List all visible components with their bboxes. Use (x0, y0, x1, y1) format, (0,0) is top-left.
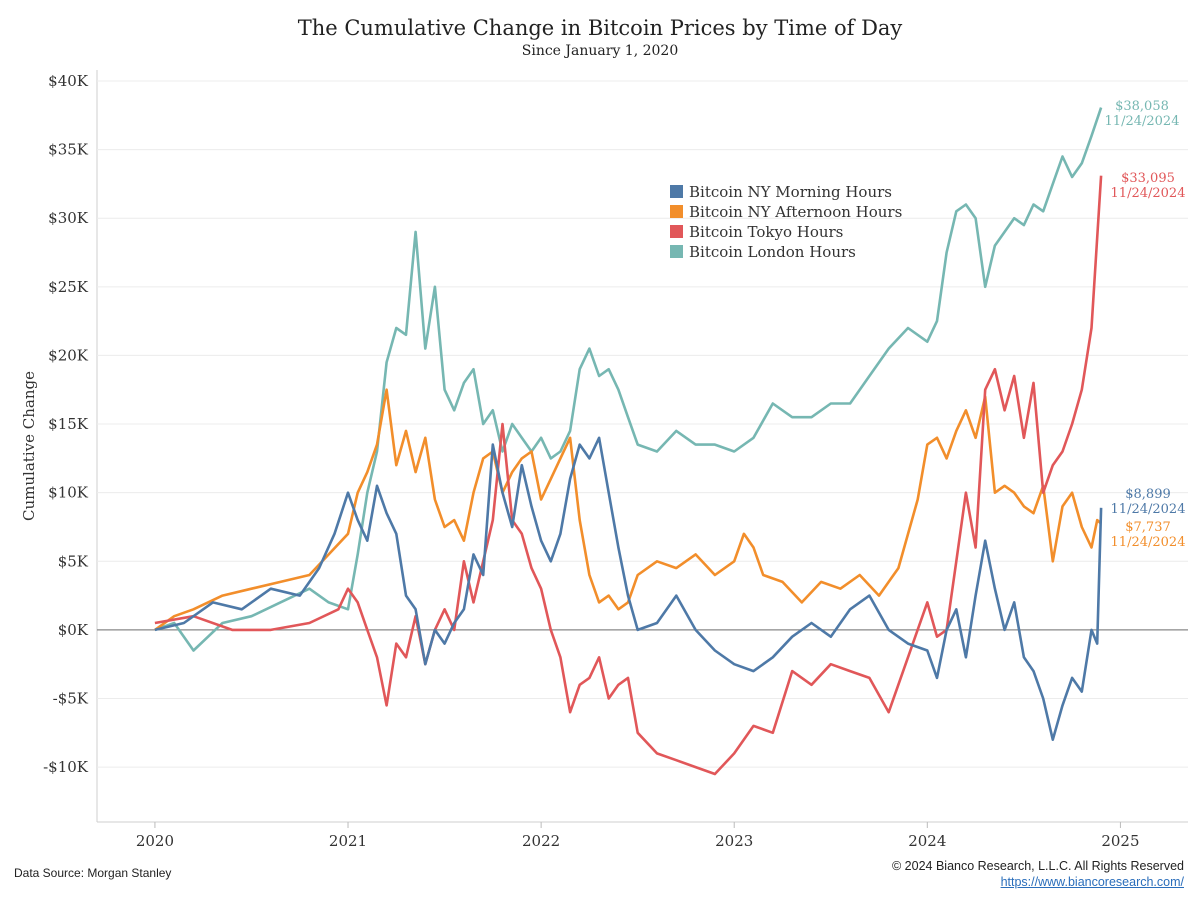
chart-subtitle: Since January 1, 2020 (521, 43, 679, 59)
y-axis-title: Cumulative Change (20, 371, 38, 521)
y-tick-label: $30K (48, 209, 89, 227)
end-date-label: 11/24/2024 (1105, 114, 1180, 129)
data-source: Data Source: Morgan Stanley (14, 866, 172, 880)
end-value-label: $33,095 (1121, 171, 1175, 186)
end-value-label: $38,058 (1115, 99, 1169, 114)
legend-label: Bitcoin Tokyo Hours (689, 223, 843, 241)
legend-swatch (670, 225, 683, 238)
end-value-label: $8,899 (1125, 487, 1171, 502)
end-date-label: 11/24/2024 (1111, 186, 1186, 201)
series-line-bitcoin-ny-afternoon-hours (154, 388, 1102, 631)
x-tick-label: 2020 (136, 832, 174, 850)
website-link[interactable]: https://www.biancoresearch.com/ (1000, 875, 1184, 889)
chart-title: The Cumulative Change in Bitcoin Prices … (297, 16, 903, 40)
end-date-label: 11/24/2024 (1111, 502, 1186, 517)
legend-label: Bitcoin NY Morning Hours (689, 183, 892, 201)
y-tick-label: -$5K (53, 689, 89, 707)
x-tick-label: 2021 (329, 832, 367, 850)
y-tick-label: $40K (48, 72, 89, 90)
legend-swatch (670, 185, 683, 198)
y-tick-label: $15K (48, 415, 89, 433)
y-tick-label: $20K (48, 346, 89, 364)
y-tick-label: $35K (48, 141, 89, 159)
end-date-label: 11/24/2024 (1111, 535, 1186, 550)
y-tick-label: $10K (48, 484, 89, 502)
y-tick-label: -$10K (43, 758, 89, 776)
series-line-bitcoin-ny-morning-hours (154, 436, 1103, 741)
y-tick-label: $25K (48, 278, 89, 296)
legend-swatch (670, 205, 683, 218)
footer-credits: © 2024 Bianco Research, L.L.C. All Right… (892, 858, 1184, 890)
legend-label: Bitcoin London Hours (689, 243, 856, 261)
x-tick-label: 2025 (1101, 832, 1139, 850)
x-tick-label: 2023 (715, 832, 753, 850)
legend-swatch (670, 245, 683, 258)
series-line-bitcoin-london-hours (154, 107, 1103, 652)
legend-label: Bitcoin NY Afternoon Hours (689, 203, 902, 221)
y-tick-label: $5K (58, 552, 89, 570)
end-value-label: $7,737 (1125, 520, 1171, 535)
x-tick-label: 2024 (908, 832, 946, 850)
copyright-text: © 2024 Bianco Research, L.L.C. All Right… (892, 859, 1184, 873)
x-tick-label: 2022 (522, 832, 560, 850)
series-line-bitcoin-tokyo-hours (154, 175, 1103, 776)
y-tick-label: $0K (58, 621, 89, 639)
